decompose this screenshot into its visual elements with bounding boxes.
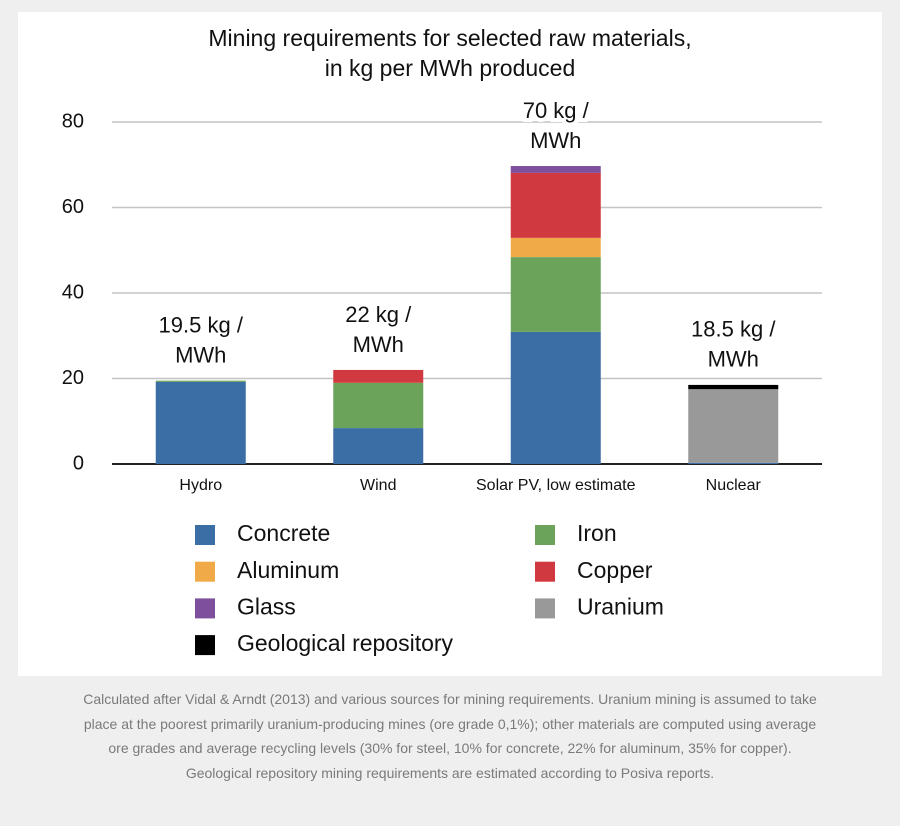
bar-segment <box>333 382 424 429</box>
bar-segment <box>510 331 601 464</box>
bar-segment <box>333 428 424 464</box>
bar-segment <box>688 389 779 463</box>
total-label: 70 kg / <box>523 98 590 123</box>
legend-label: Glass <box>237 593 296 619</box>
total-label: 19.5 kg / <box>159 312 244 337</box>
bar-segment <box>155 380 246 382</box>
total-label: 18.5 kg / <box>691 317 776 342</box>
caption: Geological repository mining requirement… <box>185 764 715 781</box>
caption: ore grades and average recycling levels … <box>108 740 792 756</box>
total-label: MWh <box>175 342 226 367</box>
total-label: MWh <box>353 332 404 357</box>
y-tick-label: 0 <box>73 452 84 474</box>
chart-title: in kg per MWh produced <box>325 55 576 81</box>
legend-swatch <box>535 525 555 545</box>
legend-swatch <box>535 561 555 582</box>
caption: place at the poorest primarily uranium-p… <box>83 715 817 732</box>
legend-swatch <box>195 561 215 582</box>
y-tick-label: 20 <box>62 367 84 389</box>
bar-segment <box>510 257 601 332</box>
bar-segment <box>688 384 779 390</box>
caption: Calculated after Vidal & Arndt (2013) an… <box>83 691 817 707</box>
chart: Mining requirements for selected raw mat… <box>18 12 882 676</box>
x-tick-label: Hydro <box>179 477 222 494</box>
bar-segment <box>155 381 246 464</box>
legend-swatch <box>195 598 215 619</box>
total-label: MWh <box>530 128 581 153</box>
legend-swatch <box>195 525 215 545</box>
legend-swatch <box>535 598 555 619</box>
bar-segment <box>510 237 601 258</box>
legend-label: Geological repository <box>237 630 454 656</box>
total-label: MWh <box>708 347 759 372</box>
x-tick-label: Solar PV, low estimate <box>476 477 636 494</box>
legend-label: Aluminum <box>237 557 339 583</box>
bar-segment <box>333 369 424 383</box>
legend-label: Concrete <box>237 520 330 546</box>
legend-label: Uranium <box>577 593 664 619</box>
y-tick-label: 80 <box>62 110 84 132</box>
total-label: 22 kg / <box>345 302 412 327</box>
y-tick-label: 40 <box>62 281 84 303</box>
bar-segment <box>688 462 779 464</box>
y-tick-label: 60 <box>62 196 84 218</box>
chart-title: Mining requirements for selected raw mat… <box>208 25 691 51</box>
legend-label: Iron <box>577 520 617 546</box>
bar-segment <box>510 166 601 173</box>
legend-swatch <box>195 635 215 656</box>
legend-label: Copper <box>577 557 653 583</box>
x-tick-label: Nuclear <box>706 477 762 494</box>
x-tick-label: Wind <box>360 477 396 494</box>
bar-segment <box>510 172 601 238</box>
